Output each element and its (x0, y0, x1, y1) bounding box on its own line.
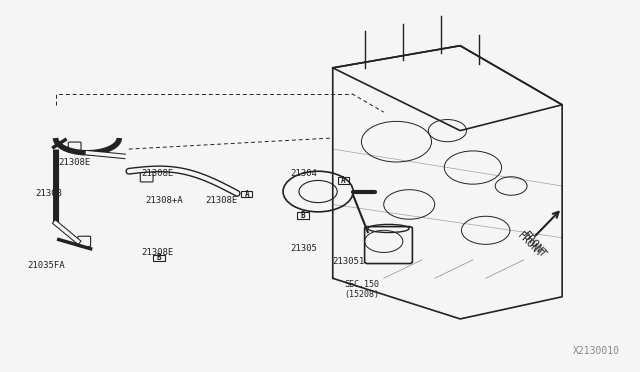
Text: 21308: 21308 (36, 189, 63, 198)
Text: 21305: 21305 (291, 244, 317, 253)
Text: B: B (156, 253, 161, 263)
Bar (153, 255, 164, 261)
Text: FRONT: FRONT (521, 230, 548, 260)
Text: SEC.150
(15208): SEC.150 (15208) (344, 280, 379, 299)
Text: 21304: 21304 (291, 169, 317, 177)
Text: 213051: 213051 (333, 257, 365, 266)
Bar (297, 212, 308, 219)
Text: 21035FA: 21035FA (27, 261, 65, 270)
Text: 21308+A: 21308+A (145, 196, 182, 205)
Text: 21308E: 21308E (205, 196, 237, 205)
Text: 21308E: 21308E (141, 169, 173, 177)
Text: A: A (341, 176, 346, 185)
Text: A: A (244, 190, 249, 199)
Bar (241, 191, 252, 198)
Text: 21308E: 21308E (141, 248, 173, 257)
Text: B: B (301, 211, 305, 220)
Text: 21308E: 21308E (58, 157, 91, 167)
Text: X2130010: X2130010 (573, 346, 620, 356)
Bar (338, 177, 349, 184)
Text: FRONT: FRONT (516, 231, 545, 260)
